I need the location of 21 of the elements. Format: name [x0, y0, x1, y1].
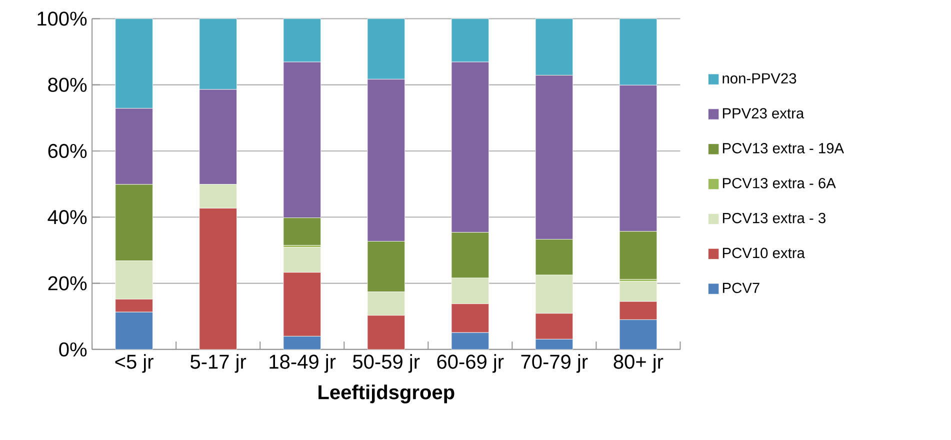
y-tick-label: 80% — [48, 78, 87, 92]
x-tick-label: 60-69 jr — [437, 354, 504, 373]
y-tick-label: 0% — [59, 342, 87, 356]
x-tick-label: <5 jr — [115, 354, 154, 373]
y-tick-label: 60% — [48, 144, 87, 158]
legend-label: PCV7 — [722, 282, 760, 294]
x-tick-label: 18-49 jr — [270, 354, 336, 373]
legend-label: PCV10 extra — [722, 248, 805, 258]
x-tick-label: 70-79 jr — [521, 354, 588, 373]
x-tick-label: 50-59 jr — [353, 354, 420, 373]
y-tick-label: 20% — [48, 276, 87, 290]
y-tick-label: 100% — [38, 12, 87, 26]
legend-label: PCV13 extra - 6A — [722, 178, 836, 188]
legend-label: PCV13 extra - 3 — [722, 212, 826, 224]
legend-label: PPV23 extra — [722, 108, 804, 118]
x-tick-label: 5-17 jr — [190, 354, 246, 373]
x-axis-title: Leeftijdsgroep — [318, 384, 454, 404]
legend-label: PCV13 extra - 19A — [722, 142, 844, 154]
x-tick-label: 80+ jr — [614, 354, 664, 373]
y-tick-label: 40% — [48, 210, 87, 224]
legend-label: non-PPV23 — [722, 73, 796, 84]
